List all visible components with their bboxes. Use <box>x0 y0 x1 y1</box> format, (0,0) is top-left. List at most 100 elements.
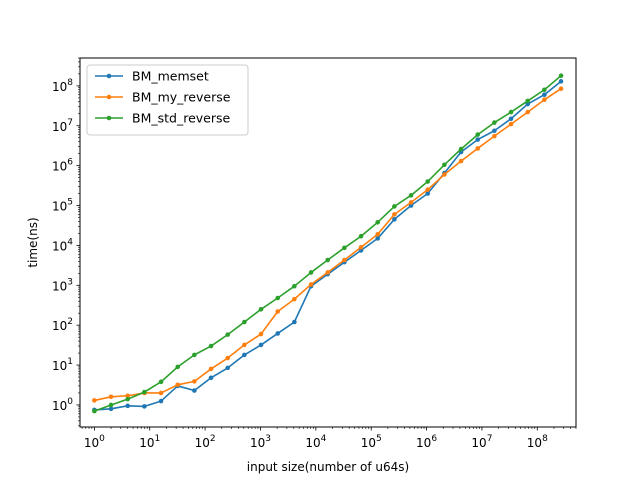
data-point <box>125 403 131 409</box>
y-tick-label: 104 <box>52 237 73 253</box>
data-point <box>442 172 447 177</box>
legend-marker <box>106 73 112 79</box>
plot-frame <box>79 57 577 428</box>
legend-label: BM_my_reverse <box>132 90 231 105</box>
data-point <box>475 146 481 151</box>
legend-item: BM_my_reverse <box>95 90 231 105</box>
data-point <box>258 342 264 348</box>
data-point <box>158 398 164 404</box>
series-layer <box>92 73 564 414</box>
x-tick-label: 101 <box>139 434 160 450</box>
legend-label: BM_std_reverse <box>132 111 231 126</box>
data-point <box>292 283 297 289</box>
data-point <box>492 133 497 139</box>
data-point <box>125 396 131 402</box>
data-point <box>508 109 514 115</box>
data-point <box>292 319 297 325</box>
data-point <box>108 402 114 408</box>
data-point <box>558 79 564 84</box>
data-point <box>208 366 214 372</box>
legend-item: BM_memset <box>95 69 209 84</box>
data-point <box>192 388 197 393</box>
ticks-layer: 100 101 102 103 104 105 106 107 108 100 101 102 103 1… <box>52 57 577 450</box>
data-point <box>425 187 431 192</box>
x-tick-label: 105 <box>361 434 382 450</box>
data-point <box>525 101 531 107</box>
y-tick-label: 102 <box>52 317 73 333</box>
x-axis-label: input size(number of u64s) <box>247 460 409 474</box>
data-point <box>392 217 397 222</box>
data-point <box>258 307 264 312</box>
data-point <box>358 233 364 239</box>
data-point <box>525 109 531 115</box>
data-point <box>458 146 464 152</box>
data-point <box>225 355 231 361</box>
data-point <box>325 257 331 263</box>
data-point <box>342 245 347 251</box>
data-point <box>192 352 197 358</box>
x-tick-label: 106 <box>416 434 437 450</box>
legend-item: BM_std_reverse <box>95 111 231 126</box>
data-point <box>358 248 364 253</box>
data-point <box>142 404 147 409</box>
data-point <box>492 128 497 134</box>
y-tick-label: 105 <box>52 198 73 214</box>
data-point <box>542 92 547 98</box>
data-point <box>108 394 114 400</box>
y-tick-label: 108 <box>52 78 73 94</box>
data-point <box>342 257 347 263</box>
x-tick-label: 107 <box>471 434 492 450</box>
data-point <box>142 389 147 395</box>
data-point <box>458 158 464 164</box>
data-point <box>258 331 264 337</box>
data-point <box>308 282 314 287</box>
data-point <box>158 390 164 396</box>
series-BM_std_reverse <box>92 73 564 414</box>
data-point <box>558 86 564 91</box>
data-point <box>192 379 197 384</box>
data-point <box>308 270 314 275</box>
data-point <box>275 309 281 314</box>
data-point <box>425 191 431 196</box>
y-axis-label: time(ns) <box>26 217 40 267</box>
data-point <box>158 379 164 385</box>
legend: BM_memset BM_my_reverse BM_std_reverse <box>86 64 249 136</box>
data-point <box>508 121 514 127</box>
legend-marker <box>106 94 112 100</box>
data-point <box>442 162 447 168</box>
y-tick-label: 100 <box>52 397 73 413</box>
x-tick-label: 108 <box>527 434 548 450</box>
data-point <box>375 236 381 241</box>
legend-marker <box>106 115 112 121</box>
data-point <box>92 408 97 414</box>
data-point <box>408 200 414 205</box>
data-point <box>508 116 514 122</box>
legend-label: BM_memset <box>132 69 209 84</box>
x-tick-label: 102 <box>195 434 216 450</box>
data-point <box>125 393 131 399</box>
data-point <box>375 232 381 237</box>
data-point <box>175 382 181 388</box>
data-point <box>108 406 114 412</box>
data-point <box>242 342 247 348</box>
legend-box <box>86 64 249 136</box>
y-tick-label: 106 <box>52 158 73 174</box>
data-point <box>275 331 281 336</box>
data-point <box>558 73 564 78</box>
data-point <box>208 343 214 349</box>
data-point <box>325 270 331 275</box>
data-point <box>242 319 247 325</box>
data-point <box>242 352 247 358</box>
data-point <box>292 296 297 302</box>
data-point <box>475 132 481 137</box>
data-point <box>208 375 214 381</box>
series-BM_my_reverse <box>92 86 564 403</box>
x-tick-label: 100 <box>84 434 105 450</box>
data-point <box>375 219 381 225</box>
data-point <box>425 179 431 184</box>
data-point <box>92 398 97 403</box>
data-point <box>542 87 547 93</box>
data-point <box>408 203 414 208</box>
data-point <box>392 204 397 209</box>
